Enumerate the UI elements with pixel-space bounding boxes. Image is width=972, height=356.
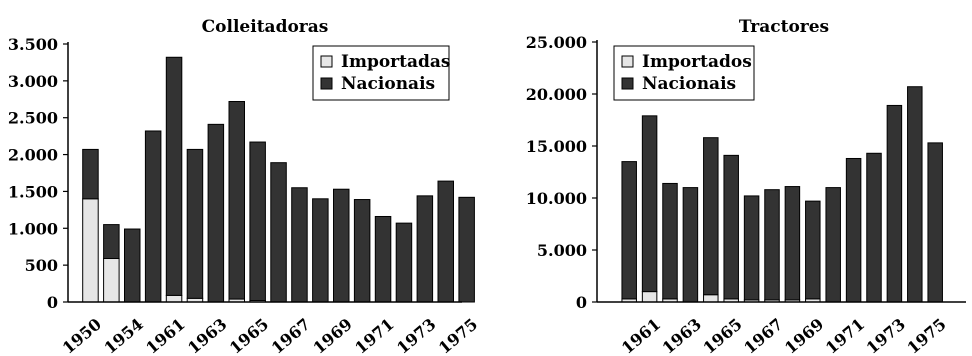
bar-nacionais-1960 <box>144 130 162 303</box>
chart-tractores: Tractores 0 5.000 10.000 15.000 20.000 25.000… <box>526 17 966 356</box>
bar-nacionais-1971 <box>374 215 392 303</box>
bar-nacionais-1966 <box>743 195 760 301</box>
y-tick-label: 3.500 <box>8 35 58 54</box>
bar-nacionais-1963 <box>207 123 225 303</box>
bar-nacionais-1973 <box>416 195 434 303</box>
bar-importados-1961 <box>641 291 658 303</box>
legend-swatch <box>621 55 634 68</box>
y-tick-label: 3.000 <box>8 72 58 91</box>
chart-title: Tractores <box>739 17 829 37</box>
bar-nacionais-1960 <box>621 161 637 300</box>
bar-nacionais-1969 <box>805 200 821 300</box>
x-tick-label: 1969 <box>781 315 827 356</box>
bar-nacionais-1972 <box>395 222 413 303</box>
legend-swatch <box>320 55 333 68</box>
x-tick-label: 1973 <box>393 315 439 356</box>
x-tick-label: 1961 <box>142 315 188 356</box>
bar-nacionais-1967 <box>764 189 780 301</box>
bar-nacionais-1969 <box>333 188 350 303</box>
bar-nacionais-1961 <box>165 56 183 296</box>
axes <box>67 42 462 303</box>
x-tick-label: 1975 <box>435 315 481 356</box>
x-tick-label: 1954 <box>100 315 146 356</box>
bar-nacionais-1975 <box>458 196 475 303</box>
bar-nacionais-1962 <box>186 148 204 299</box>
y-tick-label: 25.000 <box>526 33 587 52</box>
y-tick-label: 15.000 <box>526 137 587 156</box>
y-axis: 0 5.000 10.000 15.000 20.000 25.000 <box>526 33 597 312</box>
x-tick-label: 1963 <box>659 315 705 356</box>
x-tick-label: 1971 <box>351 315 397 356</box>
y-tick-label: 20.000 <box>526 85 587 104</box>
y-tick-label: 0 <box>47 293 58 312</box>
bar-nacionais-1954 <box>124 228 141 303</box>
y-axis: 0 500 1.000 1.500 2.000 2.500 3.000 3.500 <box>8 35 68 312</box>
x-tick-label: 1950 <box>59 315 105 356</box>
legend-swatch <box>621 77 634 90</box>
x-tick-label: 1963 <box>184 315 230 356</box>
bar-nacionais-1970 <box>825 187 841 303</box>
y-tick-label: 2.500 <box>8 109 58 128</box>
bar-nacionais-1965 <box>723 154 739 300</box>
bar-nacionais-1968 <box>784 186 801 301</box>
legend-label: Importadas <box>341 52 450 72</box>
chart-title: Colleitadoras <box>202 17 329 37</box>
legend-swatch <box>320 77 333 90</box>
bar-importadas-1961 <box>165 294 183 303</box>
x-tick-label: 1965 <box>226 315 272 356</box>
bar-nacionais-1963 <box>682 187 699 303</box>
x-tick-label: 1967 <box>268 315 314 356</box>
y-tick-label: 10.000 <box>526 189 587 208</box>
y-tick-label: 2.000 <box>8 146 58 165</box>
y-tick-label: 500 <box>25 256 58 275</box>
axes <box>596 40 966 303</box>
x-tick-label: 1973 <box>863 315 909 356</box>
legend-label: Nacionais <box>341 74 435 94</box>
bar-nacionais-1973 <box>886 104 903 303</box>
bar-nacionais-1971 <box>845 157 862 303</box>
legend-label: Nacionais <box>642 74 736 94</box>
bar-nacionais-1972 <box>866 152 882 303</box>
legend-box <box>613 45 755 101</box>
bar-importados-1964 <box>703 294 719 303</box>
bar-nacionais-1968 <box>312 198 329 303</box>
x-tick-label: 1967 <box>740 315 786 356</box>
x-tick-label: 1975 <box>903 315 949 356</box>
bar-nacionais-1966 <box>270 162 287 303</box>
legend-label: Importados <box>642 52 752 72</box>
bar-importadas-1951 <box>103 258 120 303</box>
x-tick-label: 1971 <box>822 315 868 356</box>
bar-nacionais-1962 <box>662 182 678 300</box>
bar-nacionais-1964 <box>703 137 719 296</box>
bar-nacionais-1965 <box>249 141 266 302</box>
chart-colleitadoras: Colleitadoras 0 500 1.000 1.500 2.000 2.500 3.… <box>8 17 481 356</box>
y-tick-label: 5.000 <box>537 241 587 260</box>
bar-nacionais-1974 <box>907 86 923 303</box>
y-tick-label: 1.000 <box>8 219 58 238</box>
x-tick-label: 1965 <box>699 315 745 356</box>
bar-nacionais-1950 <box>82 148 99 200</box>
bar-nacionais-1974 <box>437 180 454 303</box>
y-tick-label: 0 <box>576 293 587 312</box>
legend-box <box>312 45 450 101</box>
bar-nacionais-1975 <box>927 142 943 303</box>
x-tick-label: 1969 <box>309 315 355 356</box>
x-tick-label: 1961 <box>618 315 664 356</box>
bar-nacionais-1951 <box>103 224 120 260</box>
bar-nacionais-1967 <box>291 187 308 303</box>
bars <box>621 86 943 303</box>
y-tick-label: 1.500 <box>8 182 58 201</box>
bar-importadas-1950 <box>82 198 99 303</box>
bar-nacionais-1961 <box>641 115 658 293</box>
bar-nacionais-1970 <box>353 199 371 303</box>
bar-nacionais-1964 <box>228 100 245 300</box>
